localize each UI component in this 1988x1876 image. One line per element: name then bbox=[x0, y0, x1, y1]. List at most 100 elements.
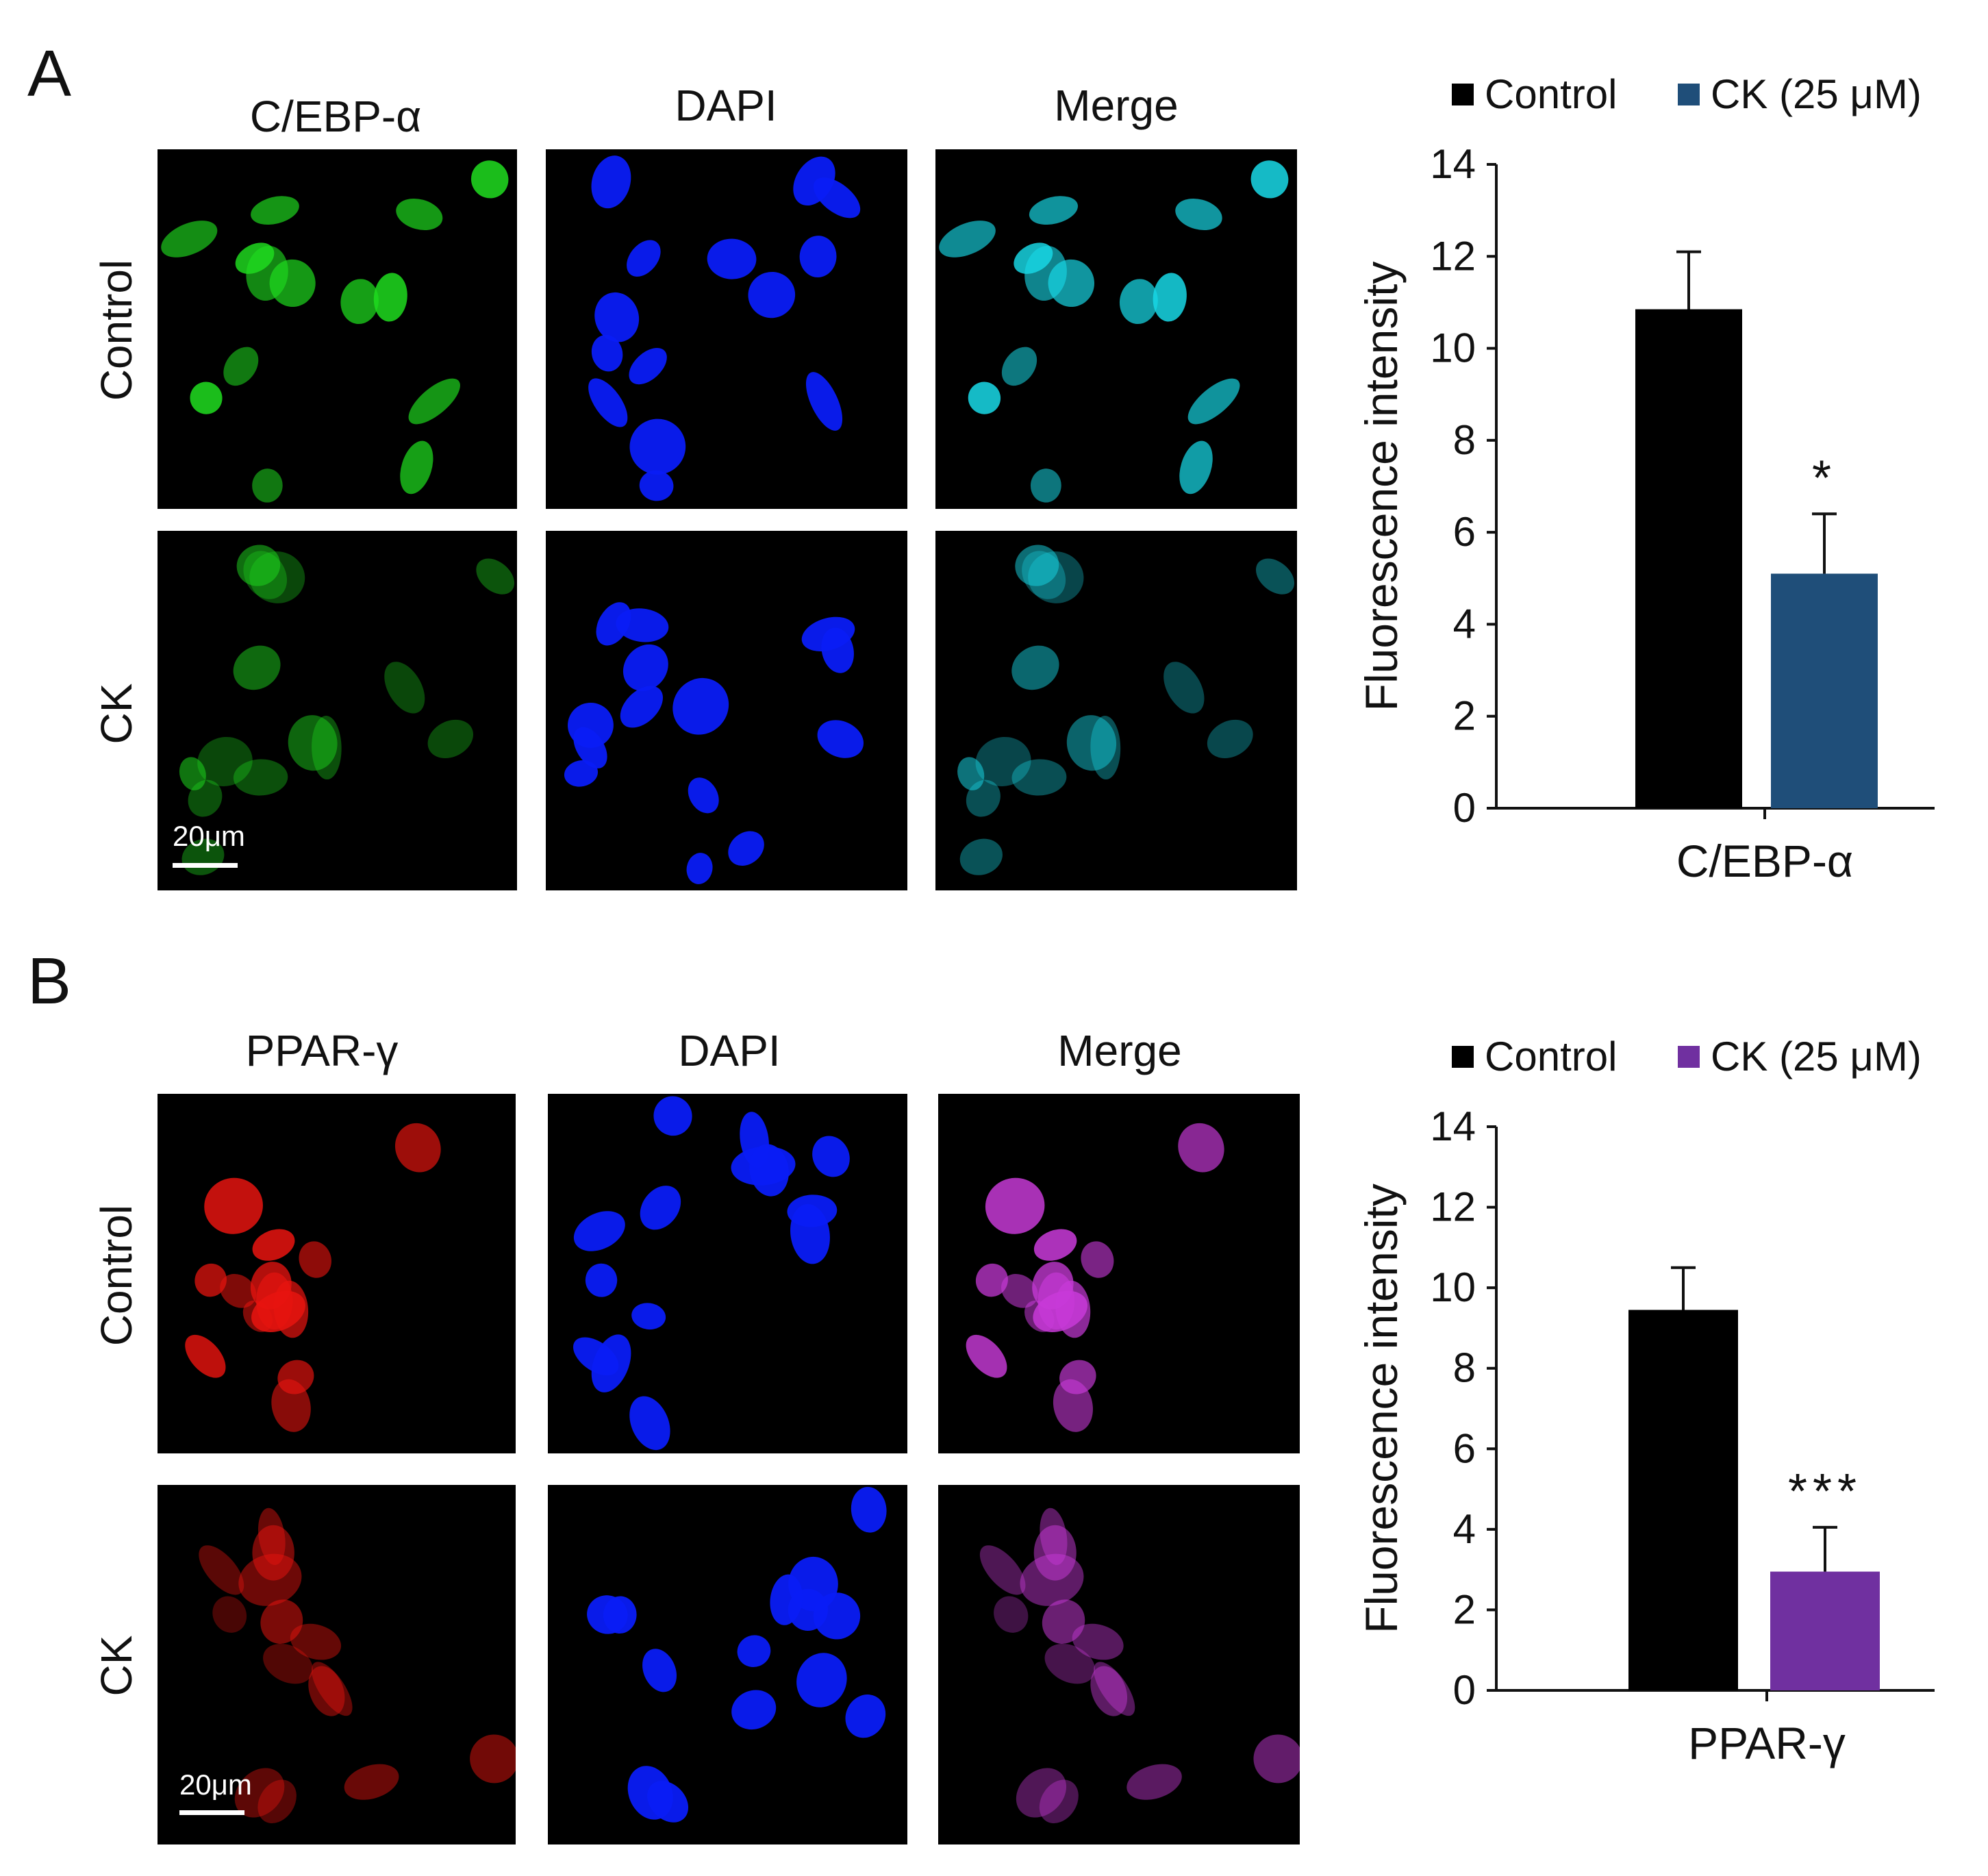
cell-nucleus bbox=[1187, 378, 1240, 425]
cell-nucleus bbox=[813, 1592, 861, 1640]
legend-swatch-ck bbox=[1678, 1046, 1700, 1068]
significance-marker: *** bbox=[1788, 1464, 1862, 1519]
cell-nucleus bbox=[1053, 1379, 1093, 1432]
cell-nucleus bbox=[1250, 160, 1289, 199]
cell-nucleus bbox=[793, 156, 835, 206]
cell-nucleus bbox=[1030, 468, 1061, 503]
legend-label-ck: CK (25 μM) bbox=[1711, 71, 1922, 117]
cell-nucleus bbox=[252, 468, 283, 503]
cell-nucleus bbox=[220, 1273, 257, 1308]
cell-nucleus bbox=[731, 1690, 777, 1730]
cell-nucleus bbox=[1029, 196, 1079, 225]
cell-nucleus bbox=[396, 198, 443, 230]
panel-b-col-label-dapi: DAPI bbox=[678, 1026, 781, 1075]
cell-nucleus bbox=[1033, 1290, 1087, 1332]
panel-a-col-label-merge: Merge bbox=[1054, 81, 1179, 130]
y-tick-label: 12 bbox=[1430, 1184, 1476, 1230]
y-tick-label: 10 bbox=[1430, 325, 1476, 371]
cell-nucleus bbox=[585, 1263, 618, 1297]
cell-nucleus bbox=[1207, 719, 1253, 758]
cell-nucleus bbox=[629, 1396, 670, 1451]
cell-nucleus bbox=[185, 1334, 226, 1378]
cell-nucleus bbox=[394, 1123, 441, 1173]
cell-nucleus bbox=[1042, 1599, 1085, 1644]
cell-nucleus bbox=[1001, 1273, 1038, 1308]
bar-control bbox=[1628, 1310, 1738, 1690]
cell-nucleus bbox=[653, 1096, 692, 1136]
panel-b-image-control-dapi bbox=[548, 1094, 907, 1453]
cell-nucleus bbox=[194, 1263, 227, 1297]
panel-b-image-ck-dapi bbox=[548, 1485, 907, 1844]
cell-nucleus bbox=[975, 1263, 1008, 1297]
y-tick-label: 14 bbox=[1430, 1103, 1476, 1149]
cell-nucleus bbox=[290, 1623, 342, 1660]
cell-nucleus bbox=[1022, 551, 1066, 599]
cell-nucleus bbox=[622, 644, 668, 691]
cell-nucleus bbox=[470, 1734, 516, 1784]
cell-nucleus bbox=[470, 160, 509, 199]
cell-nucleus bbox=[308, 1666, 345, 1716]
cell-nucleus bbox=[939, 221, 996, 258]
cell-nucleus bbox=[161, 221, 218, 258]
cell-nucleus bbox=[263, 1643, 314, 1684]
cell-nucleus bbox=[1175, 198, 1222, 230]
cell-nucleus bbox=[400, 440, 433, 495]
cell-nucleus bbox=[1033, 1229, 1077, 1261]
panel-b-row-label-ck: CK bbox=[92, 1635, 141, 1697]
cell-nucleus bbox=[796, 1653, 847, 1708]
panel-b-scale-bar-label: 20μm bbox=[179, 1768, 252, 1801]
cell-nucleus bbox=[1001, 347, 1037, 386]
y-tick-label: 4 bbox=[1453, 1506, 1476, 1552]
cell-nucleus bbox=[223, 347, 259, 386]
bar-control bbox=[1635, 309, 1742, 808]
cell-nucleus bbox=[427, 719, 474, 758]
cell-nucleus bbox=[728, 831, 764, 866]
cell-nucleus bbox=[199, 1545, 244, 1595]
cell-nucleus bbox=[812, 1136, 850, 1177]
bar-ck bbox=[1771, 573, 1878, 808]
panel-b-col-label-marker: PPAR-γ bbox=[245, 1026, 399, 1075]
cell-nucleus bbox=[288, 715, 338, 771]
panel-a-image-ck-marker bbox=[158, 531, 517, 890]
panel-b-row-label-control: Control bbox=[92, 1204, 141, 1347]
cell-nucleus bbox=[1127, 1764, 1182, 1800]
cell-nucleus bbox=[591, 1334, 631, 1392]
cell-nucleus bbox=[629, 418, 686, 475]
significance-marker: * bbox=[1812, 451, 1837, 505]
cell-nucleus bbox=[340, 279, 379, 325]
cell-nucleus bbox=[959, 838, 1003, 875]
cell-nucleus bbox=[620, 686, 663, 728]
panel-b-image-ck-merge bbox=[938, 1485, 1300, 1844]
cell-nucleus bbox=[672, 677, 729, 735]
cell-nucleus bbox=[629, 347, 667, 385]
cell-nucleus bbox=[1033, 1525, 1077, 1581]
cell-nucleus bbox=[1015, 545, 1059, 586]
y-tick-label: 0 bbox=[1453, 785, 1476, 831]
panel-a-image-control-marker bbox=[158, 149, 517, 509]
cell-nucleus bbox=[817, 720, 864, 758]
cell-nucleus bbox=[594, 292, 640, 342]
panel-b-image-control-merge bbox=[938, 1094, 1300, 1453]
cell-nucleus bbox=[647, 1781, 689, 1823]
cell-nucleus bbox=[957, 757, 985, 790]
cell-nucleus bbox=[749, 1144, 789, 1197]
cell-nucleus bbox=[1090, 1666, 1128, 1716]
cell-nucleus bbox=[994, 1596, 1029, 1633]
cell-nucleus bbox=[312, 716, 342, 780]
panel-a-col-label-marker: C/EBP-α bbox=[249, 92, 422, 141]
cell-nucleus bbox=[1011, 645, 1059, 690]
cell-nucleus bbox=[1072, 1623, 1124, 1660]
cell-nucleus bbox=[1039, 1779, 1079, 1824]
panel-a-scale-bar bbox=[173, 863, 238, 868]
cell-nucleus bbox=[603, 1596, 637, 1634]
cell-nucleus bbox=[851, 1486, 887, 1533]
cell-nucleus bbox=[770, 1574, 803, 1625]
cell-nucleus bbox=[384, 662, 425, 714]
panel-b-bar-chart: Control CK (25 μM) 0 2 4 6 8 10 12 14 Fluorescence… bbox=[1356, 1034, 1935, 1768]
legend-label-ck: CK (25 μM) bbox=[1711, 1034, 1922, 1079]
panel-b-col-label-merge: Merge bbox=[1057, 1026, 1182, 1075]
cell-nucleus bbox=[591, 155, 631, 209]
y-tick-label: 8 bbox=[1453, 1345, 1476, 1391]
cell-nucleus bbox=[1024, 245, 1067, 301]
cell-nucleus bbox=[257, 1779, 297, 1824]
